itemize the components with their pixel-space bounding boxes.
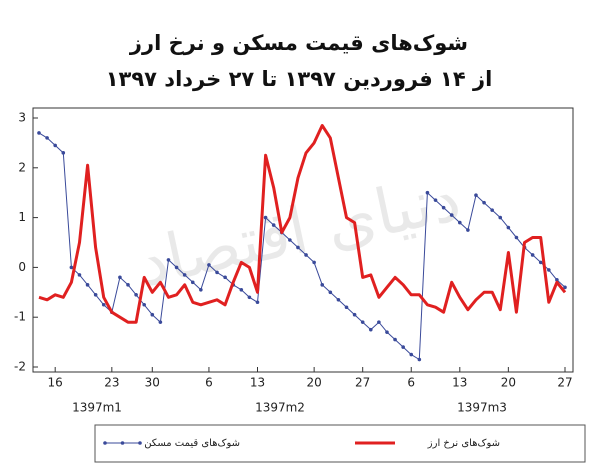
series-point bbox=[215, 270, 219, 275]
x-tick-label: 13 bbox=[250, 376, 265, 390]
series-point bbox=[69, 265, 74, 270]
series-point bbox=[247, 295, 252, 300]
x-tick-label: 6 bbox=[407, 376, 415, 390]
series-point bbox=[126, 283, 130, 287]
series-point bbox=[433, 198, 438, 202]
y-tick-label: -2 bbox=[14, 360, 26, 374]
series-point bbox=[385, 330, 389, 334]
series-point bbox=[458, 220, 462, 225]
series-point bbox=[101, 302, 106, 307]
series-point bbox=[118, 275, 122, 280]
series-point bbox=[61, 151, 66, 155]
series-point bbox=[344, 305, 349, 310]
x-tick-label: 23 bbox=[104, 376, 119, 390]
watermark: دنیای اقتصاد bbox=[132, 161, 467, 301]
series-point bbox=[482, 200, 486, 205]
x-tick-label: 16 bbox=[48, 376, 63, 390]
x-tick-label: 27 bbox=[557, 376, 572, 390]
y-tick-label: -1 bbox=[14, 310, 26, 324]
series-point bbox=[174, 265, 179, 270]
series-point bbox=[37, 131, 41, 135]
series-point bbox=[150, 312, 155, 317]
series-point bbox=[490, 208, 494, 212]
x-tick-label: 30 bbox=[145, 376, 160, 390]
x-tick-label: 27 bbox=[355, 376, 370, 390]
series-point bbox=[320, 283, 325, 287]
series-point bbox=[555, 278, 559, 282]
series-point bbox=[53, 143, 57, 148]
series-point bbox=[547, 268, 551, 272]
series-point bbox=[239, 288, 244, 292]
series-point bbox=[271, 223, 276, 227]
series-point bbox=[207, 263, 211, 267]
series-point bbox=[190, 280, 195, 285]
series-point bbox=[182, 273, 187, 277]
plot-frame bbox=[32, 107, 574, 373]
y-tick-label: 3 bbox=[18, 111, 26, 125]
series-point bbox=[449, 213, 454, 217]
series-point bbox=[85, 283, 90, 287]
series-point bbox=[393, 337, 397, 342]
series-point bbox=[498, 215, 503, 220]
y-tick-label: 0 bbox=[18, 260, 26, 274]
x-tick-label: 6 bbox=[205, 376, 213, 390]
series-point bbox=[514, 235, 519, 240]
x-tick-label: 20 bbox=[501, 376, 516, 390]
x-group-label: 1397m2 bbox=[255, 401, 305, 415]
y-tick-label: 2 bbox=[18, 160, 26, 174]
series-point bbox=[77, 273, 82, 277]
series-point bbox=[158, 320, 163, 324]
x-tick-label: 20 bbox=[306, 376, 321, 390]
series-point bbox=[199, 288, 203, 292]
legend-label: شوک‌های نرخ ارز bbox=[427, 438, 500, 449]
series-point bbox=[360, 320, 365, 324]
series-point bbox=[352, 312, 357, 317]
series-point bbox=[263, 215, 268, 220]
series-point bbox=[506, 225, 511, 230]
series-point bbox=[296, 245, 300, 250]
series-point bbox=[401, 345, 405, 349]
series-point bbox=[474, 193, 478, 197]
series-point bbox=[255, 300, 260, 305]
series-point bbox=[417, 357, 422, 362]
series-line bbox=[38, 124, 567, 324]
legend-box bbox=[94, 424, 586, 463]
legend-marker bbox=[120, 441, 125, 445]
x-group-label: 1397m1 bbox=[72, 401, 122, 415]
series-point bbox=[166, 258, 171, 262]
series-point bbox=[142, 302, 146, 307]
chart-subtitle: از ۱۴ فروردین ۱۳۹۷ تا ۲۷ خرداد ۱۳۹۷ bbox=[106, 67, 493, 91]
x-tick-label: 13 bbox=[452, 376, 467, 390]
legend-label: شوک‌های قیمت مسکن bbox=[144, 438, 240, 449]
legend-marker bbox=[103, 441, 107, 445]
series-point bbox=[93, 292, 98, 297]
chart-title: شوک‌های قیمت مسکن و نرخ ارز bbox=[129, 31, 468, 55]
series-point bbox=[223, 275, 227, 280]
series-point bbox=[368, 327, 373, 332]
series-point bbox=[409, 352, 414, 357]
series-point bbox=[425, 190, 430, 195]
series-point bbox=[538, 260, 543, 265]
series-point bbox=[304, 253, 308, 257]
series-line bbox=[38, 132, 566, 360]
x-group-label: 1397m3 bbox=[457, 401, 507, 415]
series-point bbox=[288, 238, 292, 242]
series-point bbox=[563, 285, 567, 290]
series-point bbox=[312, 260, 316, 265]
series-point bbox=[336, 297, 341, 302]
series-point bbox=[377, 320, 381, 324]
legend-marker bbox=[138, 441, 142, 445]
y-tick-label: 1 bbox=[18, 210, 26, 224]
series-point bbox=[45, 136, 49, 140]
series-point bbox=[466, 228, 470, 232]
series-point bbox=[134, 292, 138, 297]
series-point bbox=[530, 253, 535, 257]
series-point bbox=[441, 205, 446, 210]
series-point bbox=[328, 290, 333, 295]
